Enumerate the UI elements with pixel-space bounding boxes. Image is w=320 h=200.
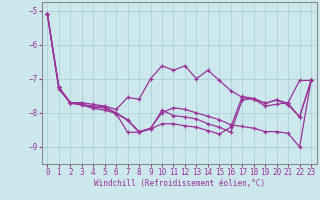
X-axis label: Windchill (Refroidissement éolien,°C): Windchill (Refroidissement éolien,°C) bbox=[94, 179, 265, 188]
